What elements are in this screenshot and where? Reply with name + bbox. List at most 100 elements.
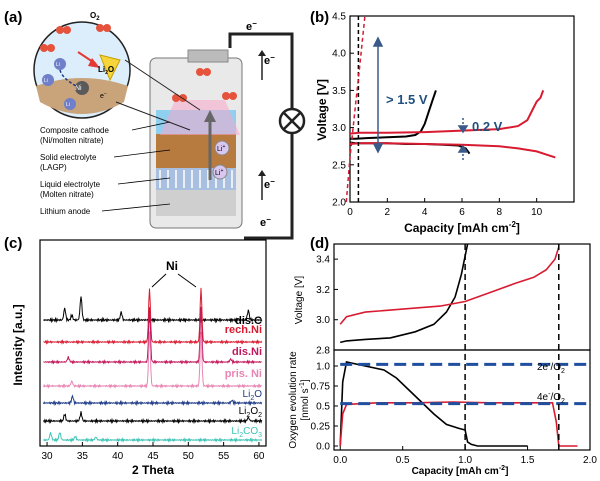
c-xtick-label: 35 [77,451,89,462]
d-ytick-top-label: 3.0 [316,315,330,326]
c-xtick-label: 55 [218,451,230,462]
ni-pointer-1 [151,273,167,288]
annot-0-2v: 0.2 V [472,119,503,134]
panel-b-xlabel: Capacity [mAh cm-2] [404,220,520,235]
c-ref-label: Li2O [243,389,263,402]
layer-labels: Composite cathode (Ni/molten nitrate) So… [40,126,109,216]
li-ion-zoom-text-2: Li [44,78,48,84]
electron-label-4: e− [260,215,271,229]
d-ytick-top-label: 3.2 [316,285,330,296]
b-xtick-label: 6 [459,207,465,218]
panel-c: (c) 30 35 40 45 50 55 60 Intensity [a.u.] 2 Th… [4,235,267,477]
label-liquid-electrolyte: Liquid electrolyte [40,180,101,189]
d-ytick-bottom-label: 0.0 [316,442,330,453]
li-ion-zoom-1 [54,58,66,70]
annot-1-5v: > 1.5 V [386,92,428,107]
b-xtick-label: 10 [531,207,543,218]
d-ytick-bottom-label: 1.0 [316,362,330,373]
c-trace-3 [43,331,262,389]
b-xtick-label: 0 [347,207,353,218]
c-trace-1 [43,287,263,345]
c-trace-label: dis.C [235,315,262,327]
label-4e-o2: 4e-/O2 [537,391,565,405]
panel-d-top-axes [333,243,591,351]
panel-b-ticks: 0 2 4 6 8 10 2.0 2.5 3.0 3.5 4.0 4.5 [332,12,543,219]
panel-c-xlabel: 2 Theta [132,463,174,477]
li-ion-sphere-1 [214,140,230,156]
c-trace-label: rech.Ni [225,324,262,336]
b-series-2 [349,90,545,135]
electron-label-2: e− [264,53,275,67]
panel-b-axes [349,15,575,203]
li-ion-zoom-text-1: Li [56,62,60,68]
b-series-3 [349,142,556,159]
d-ytick-bottom-label: 0.25 [311,422,331,433]
d-ytick-bottom-label: 0.75 [311,382,331,393]
c-xtick-label: 45 [147,451,159,462]
panel-b-arrows [372,36,469,160]
b-ytick-label: 2.0 [332,198,346,209]
cell-cap [187,49,229,63]
label-leader-lines [101,121,171,212]
panel-d-bottom-axes [333,349,591,451]
c-trace-5 [43,411,263,425]
li-ion-zoom-3 [64,98,76,110]
electron-arrow-head-2 [258,170,266,176]
li-ion-zoom-2 [42,74,54,86]
electron-zoom: e− [100,91,107,100]
liquid-stripes [159,170,233,188]
load-cross-2 [283,112,301,130]
d-xtick-label: 1.5 [521,455,535,466]
o2-text: O2 [90,11,100,22]
b-xtick-label: 2 [385,207,391,218]
o2-arrow-head [88,58,100,68]
ni-particle [75,81,89,95]
panel-c-ni-label: Ni [166,259,178,273]
li2o-text: Li2O [98,65,114,76]
c-trace-4 [43,394,263,407]
label-solid-electrolyte-2: (LAGP) [40,163,67,172]
b-series-5 [345,15,366,203]
lithium-anode-layer [156,190,236,216]
panel-d-ylabel-bottom-2: [nmol s-1] [299,379,311,420]
li-ion-zoom-text-3: Li [66,102,70,108]
c-xtick-label: 60 [253,451,265,462]
label-lithium-anode: Lithium anode [40,207,91,216]
d-top-series-0 [340,243,469,344]
panel-c-label: (c) [4,235,22,252]
o2-bubbles [172,68,237,102]
zoom-foam [36,78,128,114]
panel-c-ticks: 30 35 40 45 50 55 60 [42,442,265,462]
d-xtick-label: 0.0 [333,455,347,466]
b-xtick-label: 8 [497,207,503,218]
panel-c-ylabel: Intensity [a.u.] [11,304,25,385]
panel-a-label: (a) [4,9,22,26]
d-bottom-series-1 [339,401,578,447]
panel-d-ticks: 0.0 0.5 1.0 1.5 2.0 2.8 3.0 3.2 3.4 0.0 0.25 0.5 0.7… [311,255,598,466]
b-ytick-label: 4.0 [332,49,346,60]
zoom-line-1 [124,59,201,111]
panel-a: (a) e− e− e− e− [4,9,306,240]
c-trace-label: pris. Ni [225,368,262,380]
label-liquid-electrolyte-2: (Molten nitrate) [40,190,94,199]
ni-text: Ni [75,85,82,92]
b-xtick-label: 4 [422,207,428,218]
ion-arrow-head [204,110,216,122]
li-ion-sphere-2 [212,164,228,180]
panel-d-label: (d) [310,235,329,252]
ni-pointer-2 [177,273,197,288]
li-ion-text-2: Li+ [215,168,223,177]
electron-label-3: e− [264,177,275,191]
d-ytick-top-label: 2.8 [316,346,330,357]
zoom-o2 [40,24,111,52]
zoom-line-2 [115,101,191,131]
li2o-crystal [99,54,121,82]
c-ref-label: Li2CO3 [231,426,262,439]
c-trace-0 [43,296,263,324]
d-xtick-label: 2.0 [583,455,597,466]
c-xtick-label: 30 [42,451,54,462]
panel-d-ylabel-top: Voltage [V] [294,276,305,325]
d-ytick-top-label: 3.4 [316,255,330,266]
